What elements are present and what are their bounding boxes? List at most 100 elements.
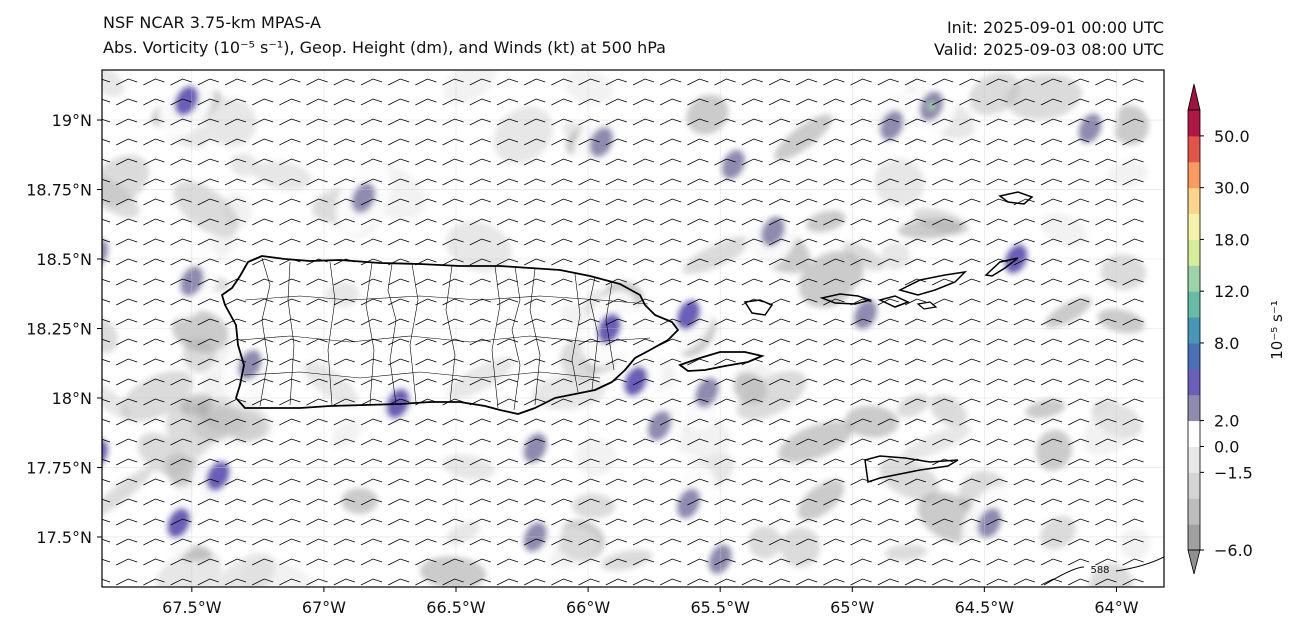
wind-barb bbox=[102, 498, 111, 503]
negative-vorticity-region bbox=[774, 114, 833, 161]
wind-barb bbox=[1095, 478, 1117, 486]
negative-vorticity-region bbox=[253, 160, 312, 191]
wind-barb bbox=[1013, 378, 1035, 386]
wind-barb bbox=[959, 178, 981, 186]
wind-barb bbox=[360, 358, 383, 366]
wind-barb bbox=[415, 78, 437, 86]
wind-barb bbox=[442, 538, 464, 546]
wind-barb bbox=[279, 318, 301, 326]
wind-barb bbox=[224, 258, 247, 266]
wind-barb bbox=[986, 458, 1008, 466]
wind-barb bbox=[578, 238, 600, 246]
wind-barb bbox=[850, 198, 872, 206]
wind-barb bbox=[388, 378, 410, 386]
wind-barb bbox=[632, 258, 655, 266]
wind-barb bbox=[279, 438, 301, 446]
wind-barb bbox=[687, 478, 709, 486]
wind-barb bbox=[143, 438, 165, 446]
wind-barb bbox=[496, 238, 519, 246]
wind-barb bbox=[1122, 278, 1144, 286]
wind-barb bbox=[469, 78, 491, 86]
wind-barb bbox=[496, 218, 519, 226]
negative-vorticity-region bbox=[686, 94, 729, 135]
wind-barb bbox=[714, 518, 736, 526]
wind-barb bbox=[768, 218, 791, 226]
wind-barb bbox=[143, 238, 165, 246]
wind-barb bbox=[605, 358, 627, 366]
wind-barb bbox=[605, 558, 627, 566]
wind-barb bbox=[279, 278, 301, 286]
wind-barb bbox=[116, 298, 138, 306]
x-tick-label: 66°W bbox=[566, 598, 610, 617]
wind-barb bbox=[796, 518, 818, 526]
wind-barb bbox=[524, 558, 546, 566]
colorbar-tick-label: 30.0 bbox=[1214, 179, 1250, 198]
wind-barb bbox=[279, 358, 301, 366]
wind-barb bbox=[116, 578, 138, 586]
vorticity-core bbox=[721, 149, 746, 180]
negative-vorticity-region bbox=[1119, 528, 1151, 560]
wind-barb bbox=[850, 98, 872, 106]
wind-barb bbox=[768, 578, 791, 586]
wind-barb bbox=[197, 578, 219, 586]
wind-barb bbox=[904, 118, 927, 126]
wind-barb bbox=[823, 358, 845, 366]
wind-barb bbox=[986, 138, 1008, 146]
wind-barb bbox=[959, 478, 981, 486]
wind-barb bbox=[469, 98, 491, 106]
wind-barb bbox=[823, 158, 845, 166]
wind-barb bbox=[904, 518, 927, 526]
vorticity-core bbox=[647, 410, 672, 442]
wind-barb bbox=[116, 238, 138, 246]
wind-barb bbox=[877, 478, 899, 486]
negative-vorticity-region bbox=[102, 383, 131, 419]
x-tick-label: 64.5°W bbox=[955, 598, 1015, 617]
wind-barb bbox=[496, 138, 519, 146]
wind-barb bbox=[252, 418, 274, 426]
wind-barb bbox=[415, 198, 437, 206]
negative-vorticity-region bbox=[873, 158, 925, 207]
wind-barb bbox=[823, 418, 845, 426]
wind-barb bbox=[1068, 498, 1090, 506]
wind-barb bbox=[102, 338, 111, 343]
wind-barb bbox=[986, 478, 1008, 486]
wind-barb bbox=[469, 538, 491, 546]
wind-barb bbox=[306, 518, 328, 526]
wind-barb bbox=[102, 138, 111, 143]
wind-barb bbox=[306, 298, 328, 306]
wind-barb bbox=[197, 138, 219, 146]
wind-barb bbox=[768, 438, 791, 446]
wind-barb bbox=[632, 378, 655, 386]
wind-barb bbox=[1013, 138, 1035, 146]
wind-barb bbox=[796, 238, 818, 246]
wind-barb bbox=[959, 118, 981, 126]
wind-barb bbox=[279, 478, 301, 486]
wind-barb bbox=[388, 358, 410, 366]
wind-barb bbox=[632, 198, 655, 206]
wind-barb bbox=[469, 398, 491, 406]
wind-barb bbox=[714, 98, 736, 106]
wind-barb bbox=[932, 318, 954, 326]
wind-barb bbox=[605, 498, 627, 506]
wind-barb bbox=[1013, 298, 1035, 306]
wind-barb bbox=[959, 538, 981, 546]
wind-barb bbox=[850, 538, 872, 546]
wind-barb bbox=[197, 458, 219, 466]
wind-barb bbox=[904, 418, 927, 426]
colorbar-tick-label: −1.5 bbox=[1214, 463, 1253, 482]
wind-barb bbox=[768, 358, 791, 366]
wind-barb bbox=[279, 298, 301, 306]
wind-barb bbox=[605, 138, 627, 146]
wind-barb bbox=[551, 418, 573, 426]
wind-barb bbox=[823, 398, 845, 406]
wind-barb bbox=[1095, 378, 1117, 386]
wind-barb bbox=[714, 258, 736, 266]
wind-barb bbox=[170, 438, 192, 446]
wind-barb bbox=[524, 418, 546, 426]
wind-barb bbox=[102, 298, 111, 303]
wind-barb bbox=[333, 558, 355, 566]
wind-barb bbox=[959, 498, 981, 506]
wind-barb bbox=[442, 498, 464, 506]
wind-barb bbox=[388, 478, 410, 486]
wind-barb bbox=[224, 138, 247, 146]
